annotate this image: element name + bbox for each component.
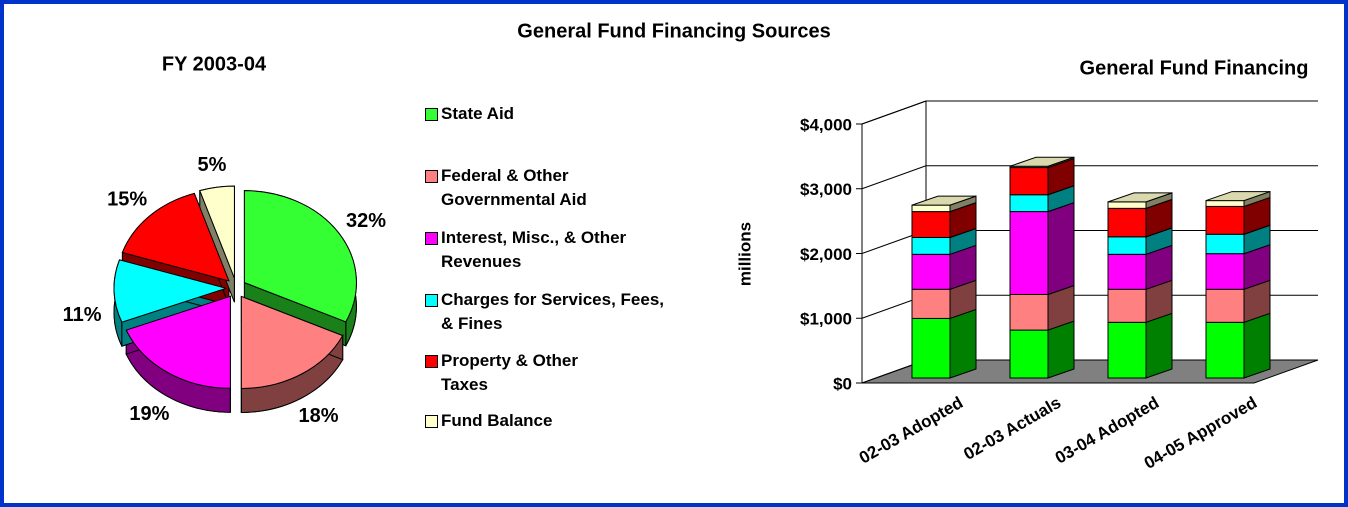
bar-segment-side: [1047, 320, 1075, 379]
bar-segment-side: [949, 308, 977, 379]
pie-title: FY 2003-04: [162, 53, 267, 75]
bar-segment: [1009, 329, 1049, 379]
legend-swatch: [425, 415, 438, 428]
legend-item: Fund Balance: [425, 409, 661, 433]
y-tick-label: $1,000: [800, 310, 852, 329]
pie-value-label: 11%: [63, 304, 102, 326]
pie-slice: [121, 192, 230, 282]
bar-segment: [1205, 205, 1245, 235]
legend-item: Property & Other Taxes: [425, 349, 601, 397]
pie-slice: [199, 185, 235, 279]
bar-segment: [911, 288, 951, 319]
bar-segment: [1205, 200, 1245, 207]
y-tick-label: $2,000: [800, 245, 852, 264]
legend-label: Interest, Misc., & Other Revenues: [441, 228, 627, 271]
bar-segment: [1107, 321, 1147, 379]
legend-item: Federal & Other Governmental Aid: [425, 164, 621, 212]
bar-top: [1107, 192, 1173, 203]
legend-swatch: [425, 232, 438, 245]
legend-item: Interest, Misc., & Other Revenues: [425, 226, 666, 274]
bar-segment-side: [1243, 312, 1271, 379]
bar-segment: [911, 204, 951, 213]
bar-segment: [1107, 288, 1147, 323]
pie-value-label: 15%: [107, 189, 147, 211]
page-title: General Fund Financing Sources: [517, 20, 830, 42]
chart: General Fund Financing Sources FY 2003-0…: [63, 20, 1319, 473]
bar-segment: [911, 211, 951, 238]
y-axis-label: millions: [735, 222, 754, 286]
legend-swatch: [425, 294, 438, 307]
grid-line: [861, 100, 927, 125]
pie-slice: [125, 295, 231, 389]
bar-segment: [1009, 293, 1049, 331]
bar-segment: [911, 317, 951, 379]
bar-segment: [1107, 201, 1147, 209]
pie-value-label: 5%: [197, 154, 226, 176]
bar-segment: [1009, 211, 1049, 295]
legend-label: Property & Other Taxes: [441, 351, 578, 394]
bar-title: General Fund Financing: [1080, 57, 1309, 79]
bar-segment: [1009, 167, 1049, 196]
legend-label: State Aid: [441, 104, 515, 123]
bar-segment: [911, 253, 951, 290]
bar-segment: [1205, 321, 1245, 379]
bar-top: [911, 195, 977, 206]
bar-segment: [1107, 207, 1147, 238]
bar-segment: [1205, 233, 1245, 255]
pie-slice: [243, 190, 357, 323]
pie-slice: [113, 259, 228, 323]
legend-swatch: [425, 108, 438, 121]
bar-segment: [1107, 236, 1147, 255]
bar-segment: [911, 236, 951, 255]
pie-value-label: 32%: [346, 210, 386, 232]
legend-label: Fund Balance: [441, 411, 553, 430]
bar-segment-side: [1047, 201, 1075, 296]
bar-segment: [1107, 253, 1147, 290]
pie-value-label: 19%: [129, 403, 169, 425]
y-tick-label: $0: [833, 374, 852, 393]
bar-segment-side: [1145, 312, 1173, 379]
bar-top: [1009, 156, 1075, 167]
pie-slice: [240, 295, 344, 389]
legend-swatch: [425, 355, 438, 368]
legend-label: Federal & Other Governmental Aid: [441, 166, 587, 209]
legend-label: Charges for Services, Fees, & Fines: [441, 290, 665, 333]
x-tick-label: 02-03 Adopted: [856, 393, 966, 468]
legend-item: Charges for Services, Fees, & Fines: [425, 288, 666, 336]
y-tick-label: $3,000: [800, 180, 852, 199]
grid-line: [861, 165, 927, 190]
pie-value-label: 18%: [299, 405, 339, 427]
bar-segment: [1205, 288, 1245, 323]
legend-swatch: [425, 170, 438, 183]
y-tick-label: $4,000: [800, 115, 852, 134]
x-tick-label: 02-03 Actuals: [960, 393, 1064, 464]
bar-segment: [1009, 194, 1049, 213]
bar-top: [1205, 191, 1271, 202]
bar-segment: [1205, 253, 1245, 290]
legend-item: State Aid: [425, 102, 661, 126]
